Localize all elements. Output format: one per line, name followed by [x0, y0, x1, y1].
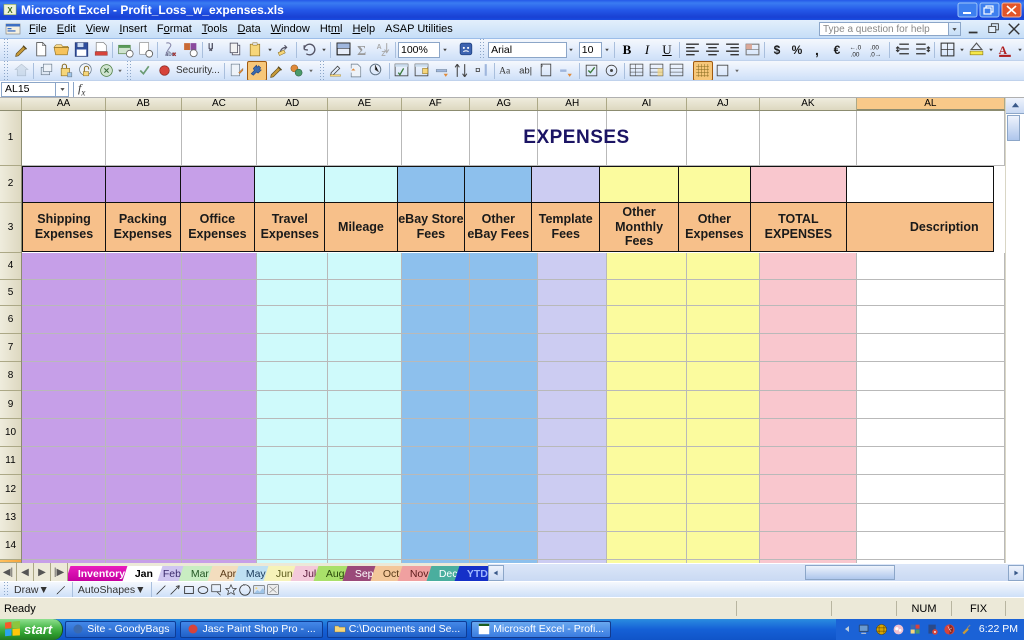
svg-text:Aa: Aa	[499, 66, 511, 77]
svg-text:A: A	[998, 44, 1007, 57]
svg-text:.00: .00	[850, 51, 859, 58]
svg-text:.0→: .0→	[869, 51, 881, 58]
svg-text:X: X	[7, 6, 13, 15]
svg-text:Σ: Σ	[357, 43, 366, 58]
svg-text:ab|: ab|	[519, 66, 532, 77]
svg-text:abc: abc	[165, 51, 175, 58]
